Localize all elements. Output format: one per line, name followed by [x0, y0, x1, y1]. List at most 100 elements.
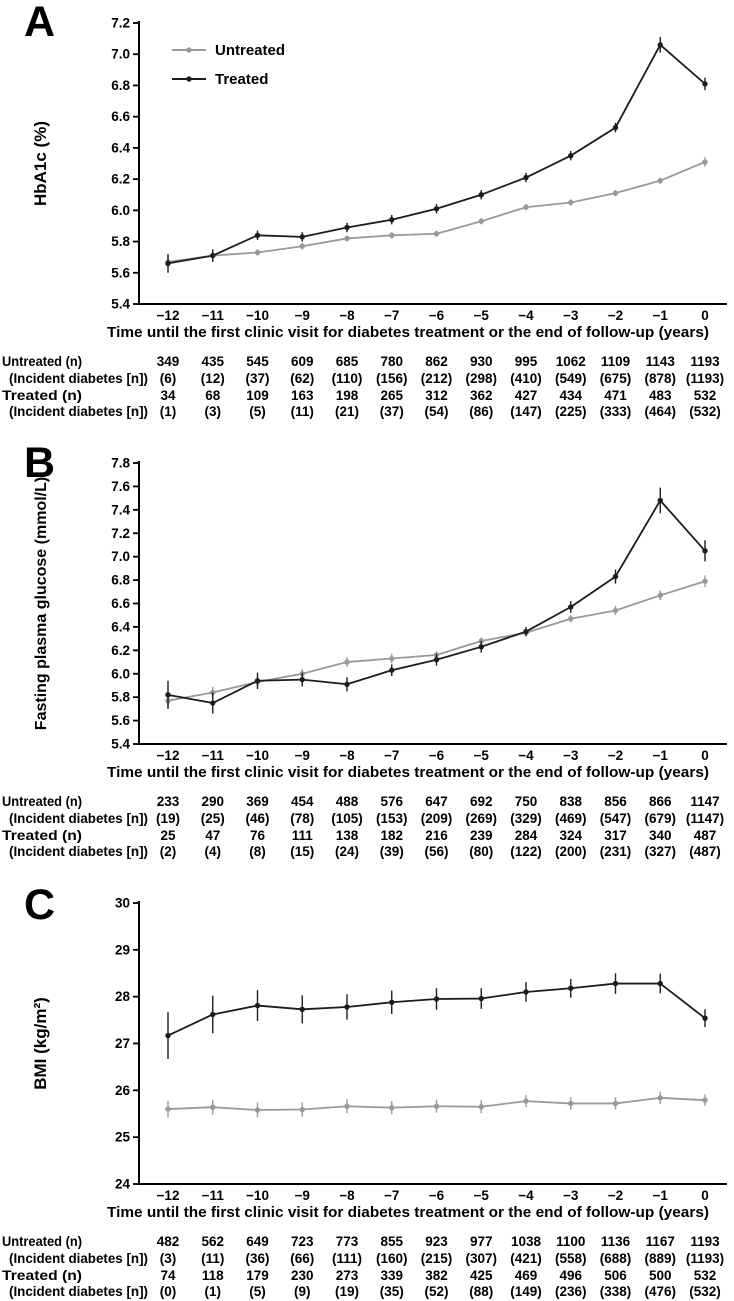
table-cell: 233 [157, 794, 180, 809]
panel-b-letter: B [24, 439, 56, 487]
x-tick-label: −6 [429, 748, 445, 763]
table-cell: (6) [160, 371, 177, 386]
marker-untreated [612, 607, 619, 614]
x-tick-label: −1 [653, 1188, 669, 1203]
marker-untreated [657, 177, 663, 184]
table-cell: (19) [335, 1284, 359, 1299]
table-cell: 118 [202, 1268, 224, 1283]
table-cell: 1109 [601, 354, 630, 369]
y-tick-label: 7.2 [111, 16, 130, 31]
marker-treated [389, 217, 395, 223]
panel-a-letter: A [24, 0, 56, 46]
table-cell: 487 [694, 828, 717, 843]
x-tick-label: 0 [701, 1188, 709, 1203]
marker-treated [165, 260, 171, 267]
table-cell: (19) [156, 811, 180, 826]
x-tick-label: −6 [429, 1188, 445, 1203]
table-cell: (78) [290, 811, 314, 826]
table-cell: (160) [376, 1251, 408, 1266]
table-cell: (469) [555, 811, 587, 826]
marker-untreated [254, 249, 261, 256]
x-tick-label: −3 [563, 1188, 579, 1203]
y-tick-label: 25 [115, 1130, 131, 1145]
table-row-label: Untreated (n) [2, 354, 82, 369]
x-tick-label: −3 [563, 748, 579, 763]
table-cell: 265 [380, 388, 403, 403]
x-tick-label: −8 [339, 308, 355, 323]
marker-untreated [702, 578, 708, 584]
marker-treated [389, 667, 395, 673]
table-cell: 773 [336, 1234, 359, 1249]
table-cell: 362 [470, 388, 493, 403]
marker-untreated [344, 235, 350, 242]
table-cell: (5) [249, 1284, 266, 1299]
table-row-label: (Incident diabetes [n]) [9, 811, 148, 826]
table-cell: (878) [644, 371, 676, 386]
table-row-label: (Incident diabetes [n]) [9, 404, 148, 419]
table-cell: 862 [425, 354, 448, 369]
y-tick-label: 7.0 [111, 47, 130, 62]
table-cell: (675) [600, 371, 632, 386]
table-cell: 284 [515, 828, 538, 843]
table-cell: (688) [600, 1251, 632, 1266]
table-row-label: (Incident diabetes [n]) [9, 844, 148, 859]
table-cell: (21) [335, 404, 359, 419]
marker-untreated [568, 1100, 574, 1107]
y-tick-label: 5.4 [111, 737, 130, 752]
marker-untreated [210, 1104, 216, 1110]
table-row-label: Untreated (n) [2, 1234, 82, 1249]
marker-treated [702, 81, 708, 87]
table-cell: 866 [649, 794, 672, 809]
table-cell: (37) [245, 371, 269, 386]
table-cell: 750 [515, 794, 538, 809]
table-row-label: Treated (n) [2, 1268, 82, 1283]
x-tick-label: −9 [295, 1188, 310, 1203]
table-cell: 780 [380, 354, 403, 369]
x-tick-label: −12 [157, 1188, 180, 1203]
table-cell: (3) [160, 1251, 177, 1266]
table-cell: 483 [649, 388, 672, 403]
table-cell: (1) [160, 404, 177, 419]
panel-a-chart: 5.45.65.86.06.26.46.66.87.07.2−12 −11 −10−… [2, 16, 727, 419]
table-cell: 182 [380, 828, 403, 843]
y-tick-label: 7.8 [111, 456, 130, 471]
table-cell: (200) [555, 844, 587, 859]
x-tick-label: −4 [518, 748, 534, 763]
marker-treated [254, 232, 261, 239]
table-cell: (62) [290, 371, 314, 386]
marker-treated [568, 604, 574, 610]
x-tick-label: −1 [653, 308, 669, 323]
marker-untreated [478, 1104, 484, 1110]
marker-treated [478, 644, 484, 650]
table-row-label: Treated (n) [2, 828, 82, 843]
marker-treated [165, 1032, 171, 1039]
table-cell: (269) [465, 811, 497, 826]
marker-treated [568, 152, 574, 159]
table-cell: 1193 [690, 1234, 720, 1249]
table-row-label: (Incident diabetes [n]) [9, 371, 148, 386]
x-tick-label: −8 [339, 1188, 355, 1203]
table-cell: (8) [249, 844, 266, 859]
table-cell: 1147 [690, 794, 719, 809]
table-cell: 576 [380, 794, 403, 809]
table-cell: 838 [559, 794, 582, 809]
table-cell: 216 [425, 828, 448, 843]
marker-treated [210, 1011, 216, 1018]
table-cell: 1136 [601, 1234, 631, 1249]
table-cell: 723 [291, 1234, 314, 1249]
marker-treated [612, 573, 619, 580]
table-cell: (338) [600, 1284, 632, 1299]
table-cell: (35) [380, 1284, 404, 1299]
x-tick-label: 0 [701, 748, 709, 763]
series-line-untreated [167, 580, 706, 702]
marker-untreated [702, 1097, 708, 1103]
table-cell: 923 [425, 1234, 448, 1249]
table-cell: (5) [249, 404, 266, 419]
table-cell: 425 [470, 1268, 493, 1283]
marker-untreated [344, 659, 350, 665]
table-cell: (209) [421, 811, 453, 826]
y-tick-label: 6.6 [111, 109, 130, 124]
marker-treated [568, 985, 574, 991]
table-cell: 68 [205, 388, 221, 403]
marker-treated [344, 1004, 350, 1010]
